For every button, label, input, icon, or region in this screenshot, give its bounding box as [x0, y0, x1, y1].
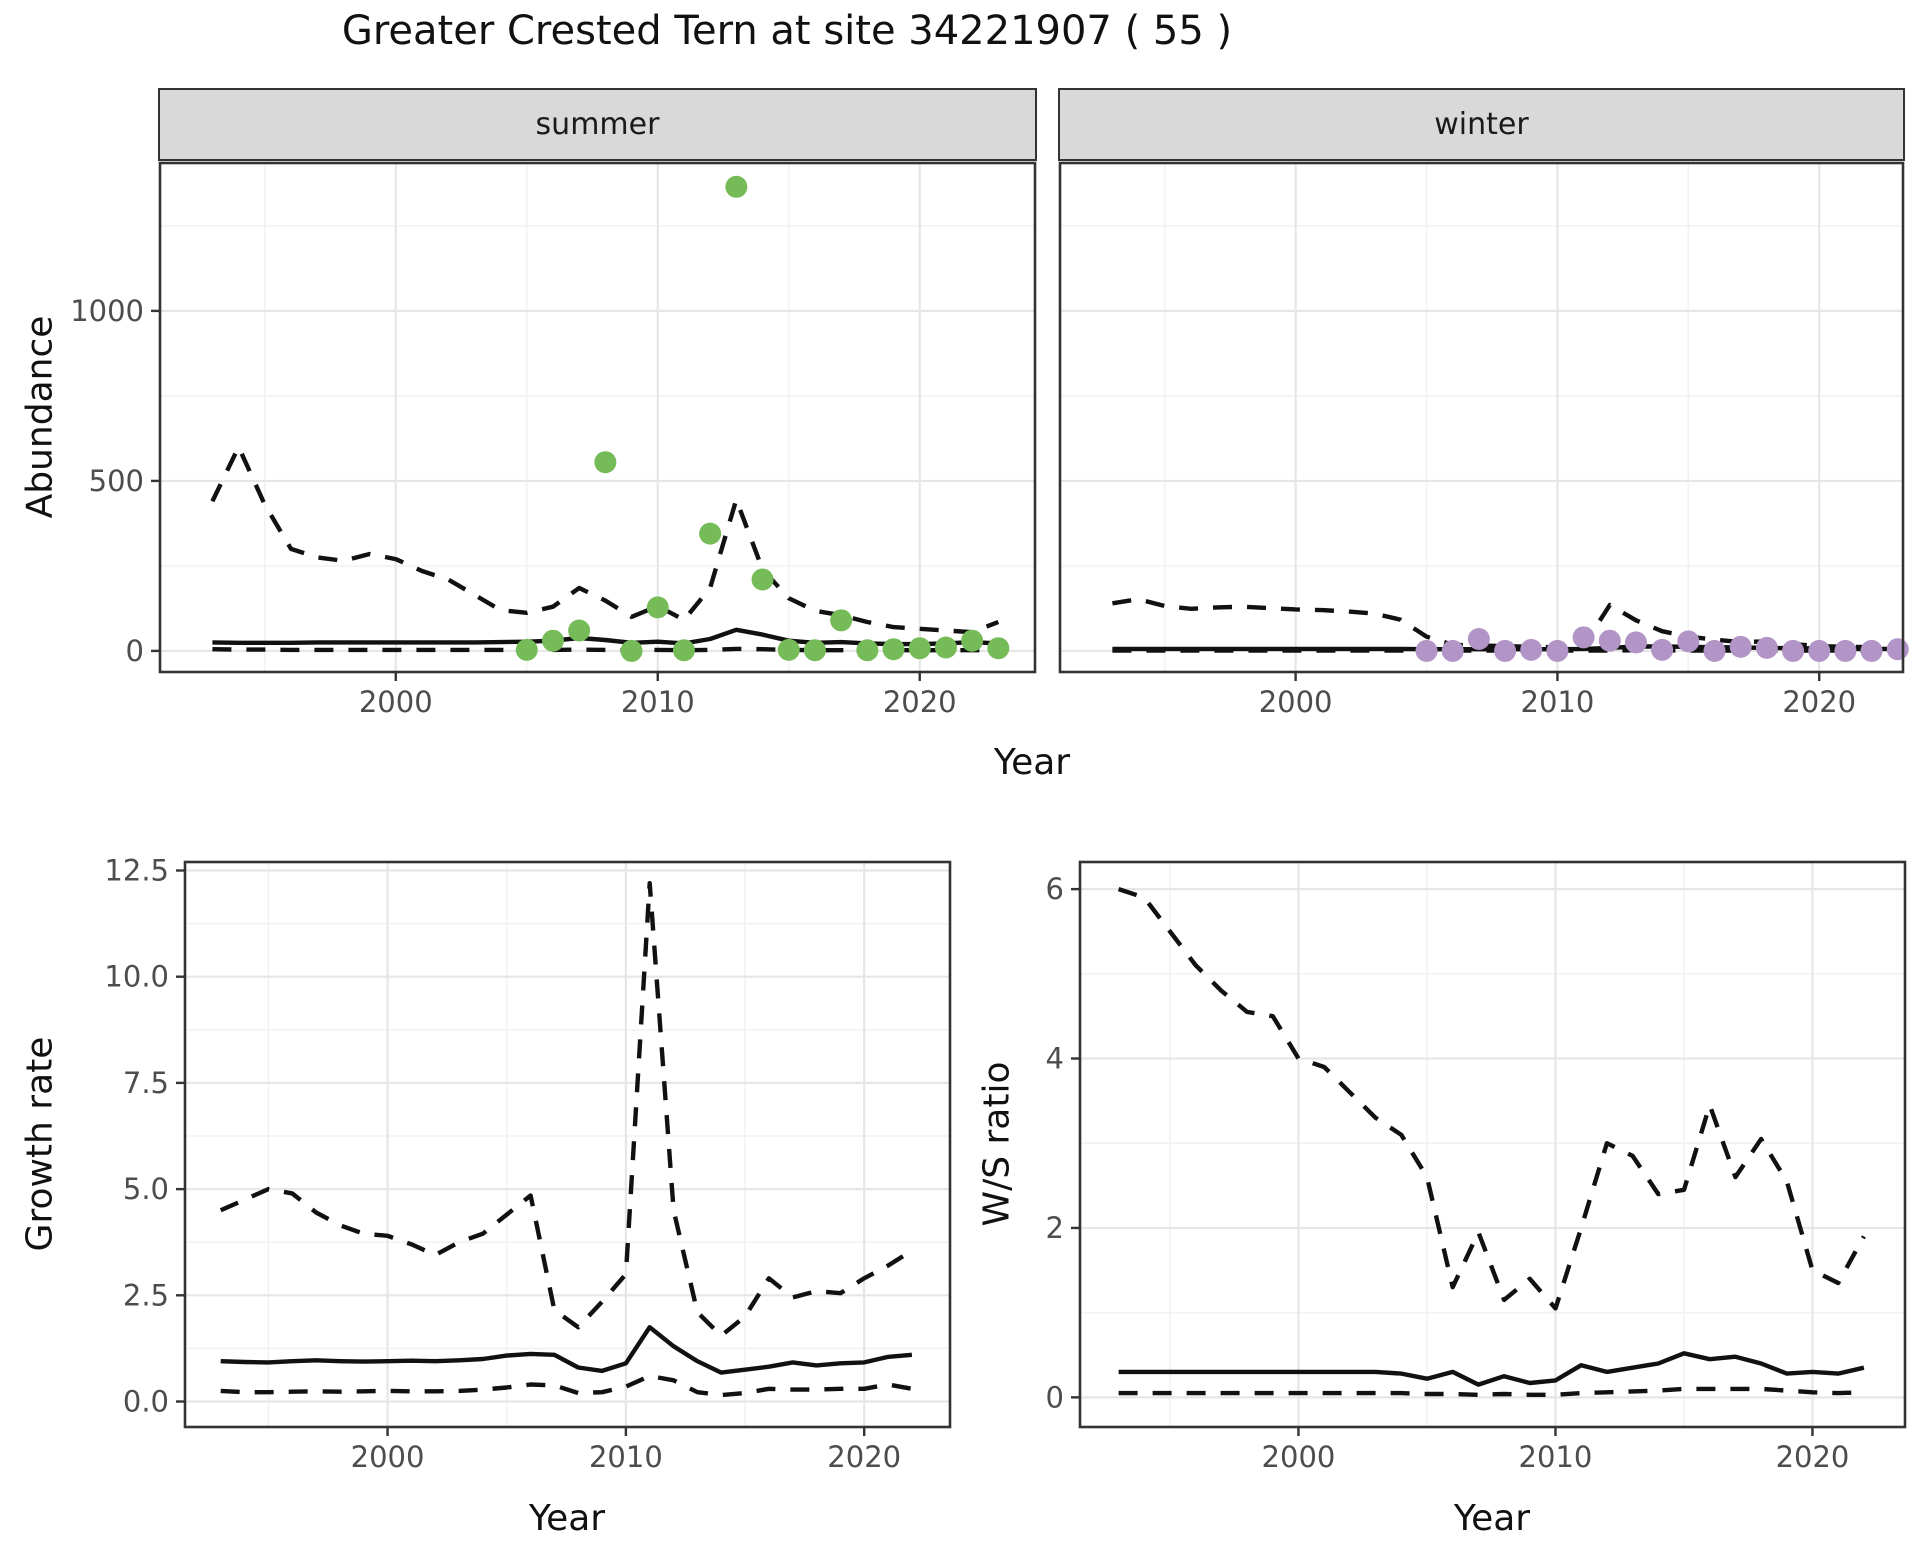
svg-text:2010: 2010 — [621, 685, 695, 719]
svg-text:2000: 2000 — [1259, 685, 1333, 719]
svg-text:0: 0 — [126, 634, 144, 668]
facet-strip-winter: winter — [1058, 88, 1905, 161]
svg-text:5.0: 5.0 — [123, 1172, 169, 1206]
svg-text:2010: 2010 — [1521, 685, 1595, 719]
svg-text:2020: 2020 — [1782, 685, 1856, 719]
svg-text:2020: 2020 — [827, 1440, 901, 1474]
svg-text:6: 6 — [1046, 872, 1064, 906]
summer-abundance-panel: 2000 2010 2020 0 500 1000 — [70, 161, 1037, 719]
svg-text:2000: 2000 — [359, 685, 433, 719]
svg-text:2020: 2020 — [883, 685, 957, 719]
svg-text:2010: 2010 — [1519, 1440, 1593, 1474]
facet-strip-summer-label: summer — [535, 107, 660, 142]
svg-text:2.5: 2.5 — [123, 1278, 169, 1312]
svg-text:1000: 1000 — [70, 294, 144, 328]
ws-ratio-panel: 2000 2010 2020 0 2 4 6 — [1046, 860, 1907, 1474]
svg-text:2000: 2000 — [1262, 1440, 1336, 1474]
abundance-axis-title: Abundance — [19, 315, 61, 519]
svg-text:500: 500 — [89, 464, 144, 498]
growth-year-axis-title: Year — [528, 1498, 606, 1539]
top-year-axis-title: Year — [993, 742, 1071, 783]
svg-text:2000: 2000 — [351, 1440, 425, 1474]
figure-title: Greater Crested Tern at site 34221907 ( … — [341, 8, 1233, 54]
growth-rate-axis-title: Growth rate — [19, 1036, 61, 1252]
svg-text:12.5: 12.5 — [104, 853, 169, 887]
winter-abundance-panel: 2000 2010 2020 — [1058, 161, 1909, 719]
svg-text:2: 2 — [1046, 1211, 1064, 1245]
svg-text:2020: 2020 — [1776, 1440, 1850, 1474]
ws-year-axis-title: Year — [1453, 1498, 1531, 1539]
svg-text:2010: 2010 — [589, 1440, 663, 1474]
svg-text:0: 0 — [1046, 1380, 1064, 1414]
svg-text:7.5: 7.5 — [123, 1066, 169, 1100]
svg-text:4: 4 — [1046, 1042, 1064, 1076]
svg-text:0.0: 0.0 — [123, 1385, 169, 1419]
svg-text:10.0: 10.0 — [104, 960, 169, 994]
facet-strip-summer: summer — [158, 88, 1037, 161]
growth-rate-panel: 2000 2010 2020 0.0 2.5 5.0 7.5 10.0 12.5 — [104, 853, 952, 1474]
facet-strip-winter-label: winter — [1434, 107, 1529, 142]
